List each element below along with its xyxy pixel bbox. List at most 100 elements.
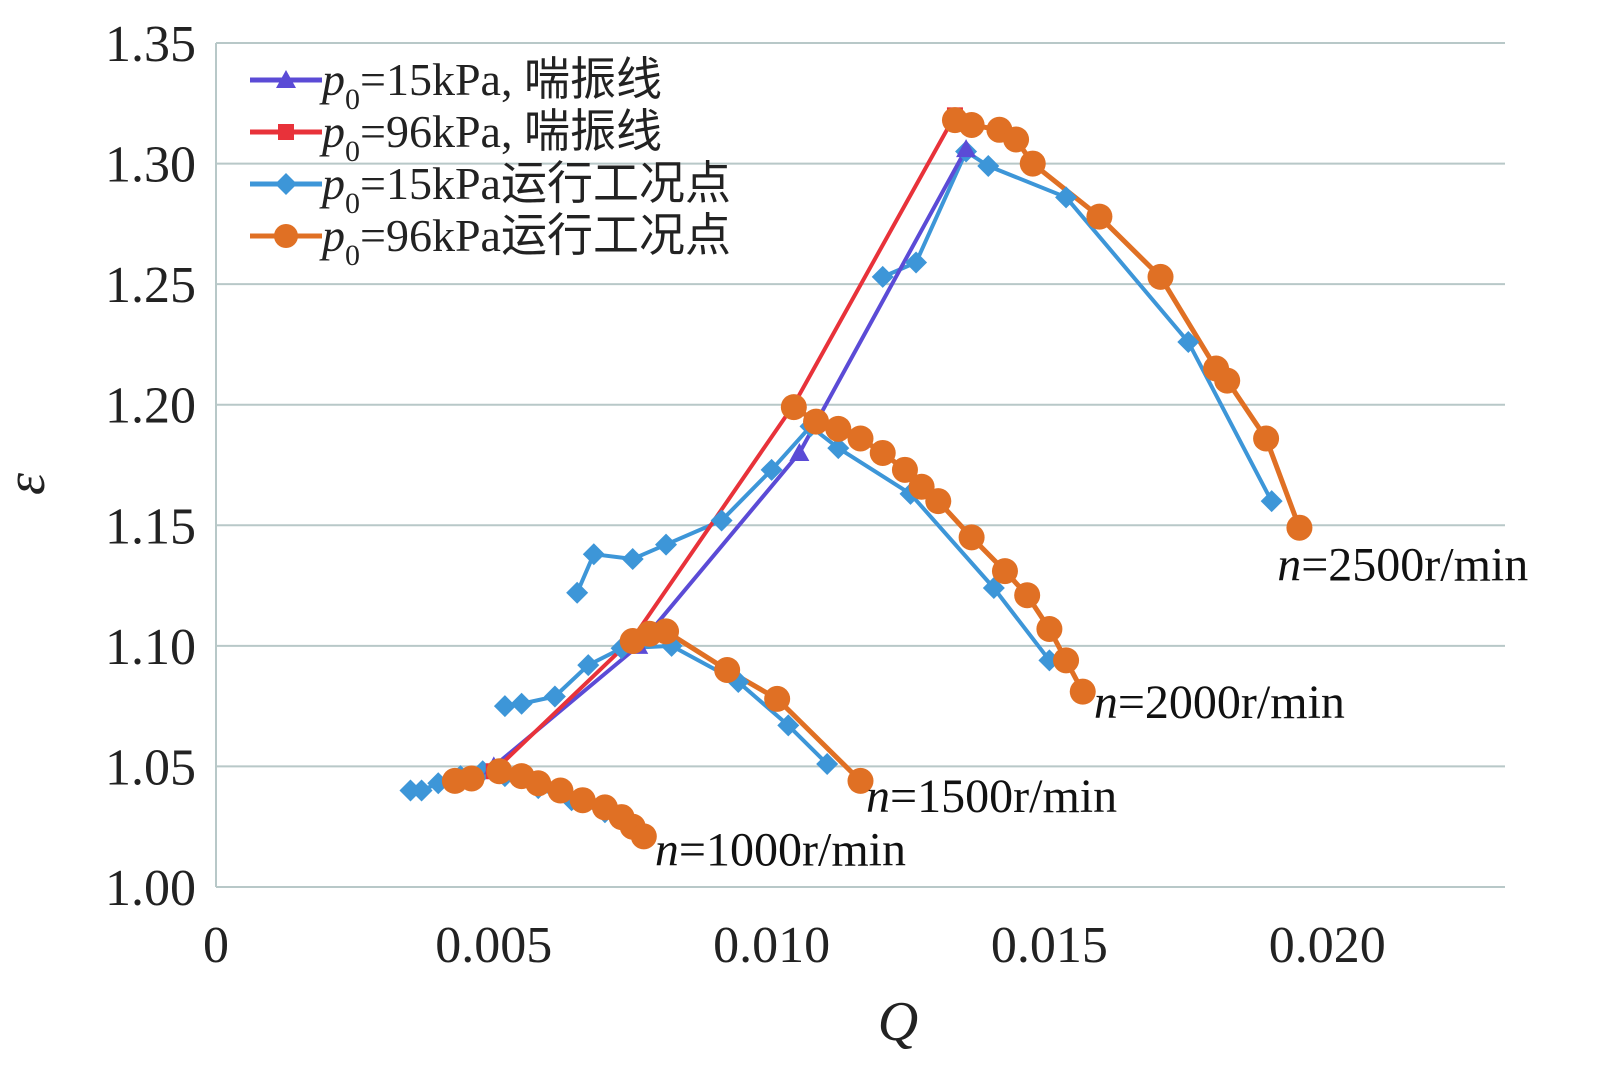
- speed-value: =1000r/min: [679, 823, 906, 876]
- data-point-diamond: [777, 714, 800, 737]
- series-markers: [399, 107, 1313, 850]
- y-tick-label: 1.20: [105, 378, 196, 435]
- data-point-diamond: [566, 581, 589, 604]
- data-point-circle: [803, 408, 830, 435]
- speed-symbol: n: [1094, 676, 1118, 729]
- y-tick-label: 1.15: [105, 498, 196, 555]
- data-point-diamond: [510, 692, 533, 715]
- data-point-circle: [1086, 203, 1113, 230]
- data-point-circle: [1053, 647, 1080, 674]
- speed-annotations: n=2500r/minn=2000r/minn=1500r/minn=1000r…: [655, 539, 1528, 877]
- speed-label-ann-2000: n=2000r/min: [1094, 676, 1345, 729]
- data-point-diamond: [905, 251, 928, 274]
- speed-value: =2500r/min: [1301, 539, 1528, 592]
- y-tick-label: 1.00: [105, 860, 196, 917]
- data-point-circle: [847, 767, 874, 794]
- speed-value: =2000r/min: [1118, 676, 1345, 729]
- data-point-diamond: [1055, 186, 1078, 209]
- legend-text: =15kPa运行工况点: [360, 158, 731, 209]
- legend-label: p0=15kPa, 喘振线: [319, 54, 662, 116]
- legend-subscript: 0: [345, 135, 360, 168]
- data-point-diamond: [760, 458, 783, 481]
- data-point-circle: [1014, 582, 1041, 609]
- legend-swatch-marker: [275, 173, 297, 195]
- series-line: [492, 148, 968, 768]
- data-point-circle: [1214, 367, 1241, 394]
- data-point-circle: [847, 425, 874, 452]
- legend-symbol: p: [319, 54, 345, 105]
- x-tick-label: 0.005: [435, 917, 552, 974]
- legend-text: =15kPa, 喘振线: [360, 54, 662, 105]
- data-point-diamond: [827, 437, 850, 460]
- data-point-circle: [653, 618, 680, 645]
- y-tick-label: 1.30: [105, 137, 196, 194]
- data-point-circle: [1286, 514, 1313, 541]
- data-point-triangle: [789, 442, 810, 461]
- data-point-circle: [547, 777, 574, 804]
- data-point-diamond: [710, 509, 733, 532]
- y-tick-label: 1.10: [105, 619, 196, 676]
- data-point-circle: [525, 770, 552, 797]
- data-point-diamond: [493, 695, 516, 718]
- speed-label-ann-1500: n=1500r/min: [866, 770, 1117, 823]
- data-point-circle: [925, 488, 952, 515]
- data-point-circle: [958, 524, 985, 551]
- data-point-circle: [958, 111, 985, 138]
- data-point-circle: [1003, 126, 1030, 153]
- x-tick-label: 0.015: [991, 917, 1108, 974]
- x-tick-label: 0.010: [713, 917, 830, 974]
- speed-label-ann-1000: n=1000r/min: [655, 823, 906, 876]
- data-point-circle: [1147, 263, 1174, 290]
- legend-item: p0=96kPa运行工况点: [250, 210, 731, 272]
- data-point-circle: [869, 439, 896, 466]
- y-axis-title: ε: [0, 472, 57, 495]
- legend-item: p0=15kPa运行工况点: [250, 158, 731, 220]
- legend-swatch-marker: [278, 124, 294, 140]
- data-point-circle: [486, 758, 513, 785]
- data-point-circle: [630, 823, 657, 850]
- legend-item: p0=96kPa, 喘振线: [250, 106, 662, 168]
- data-point-circle: [825, 415, 852, 442]
- legend-subscript: 0: [345, 187, 360, 220]
- y-tick-label: 1.05: [105, 739, 196, 796]
- x-axis-title: Q: [878, 991, 918, 1053]
- x-tick-label: 0.020: [1269, 917, 1386, 974]
- data-point-circle: [991, 558, 1018, 585]
- speed-value: =1500r/min: [890, 770, 1117, 823]
- data-point-diamond: [977, 154, 1000, 177]
- legend-label: p0=96kPa, 喘振线: [319, 106, 662, 168]
- data-point-circle: [780, 394, 807, 421]
- data-point-circle: [458, 765, 485, 792]
- data-point-diamond: [816, 753, 839, 776]
- data-point-diamond: [1177, 331, 1200, 354]
- data-point-circle: [714, 656, 741, 683]
- legend-symbol: p: [319, 158, 345, 209]
- speed-symbol: n: [655, 823, 679, 876]
- legend-swatch-marker: [276, 70, 296, 88]
- x-tick-label: 0: [203, 917, 229, 974]
- data-point-diamond: [655, 533, 678, 556]
- series-line: [881, 149, 1274, 503]
- legend-text: =96kPa运行工况点: [360, 210, 731, 261]
- legend-symbol: p: [319, 210, 345, 261]
- data-point-circle: [891, 456, 918, 483]
- legend-text: =96kPa, 喘振线: [360, 106, 662, 157]
- legend-subscript: 0: [345, 239, 360, 272]
- data-point-diamond: [621, 548, 644, 571]
- data-point-circle: [1069, 678, 1096, 705]
- data-point-diamond: [399, 779, 422, 802]
- legend-swatch-marker: [274, 224, 298, 248]
- data-point-circle: [1019, 150, 1046, 177]
- y-tick-labels: 1.00 1.05 1.10 1.15 1.20 1.25 1.30 1.35: [105, 16, 196, 917]
- data-point-circle: [1253, 425, 1280, 452]
- y-tick-label: 1.25: [105, 257, 196, 314]
- speed-symbol: n: [1277, 539, 1301, 592]
- legend-label: p0=15kPa运行工况点: [319, 158, 731, 220]
- data-point-circle: [764, 685, 791, 712]
- data-point-diamond: [410, 779, 433, 802]
- data-point-diamond: [582, 543, 605, 566]
- speed-symbol: n: [866, 770, 890, 823]
- data-point-triangle: [956, 139, 977, 158]
